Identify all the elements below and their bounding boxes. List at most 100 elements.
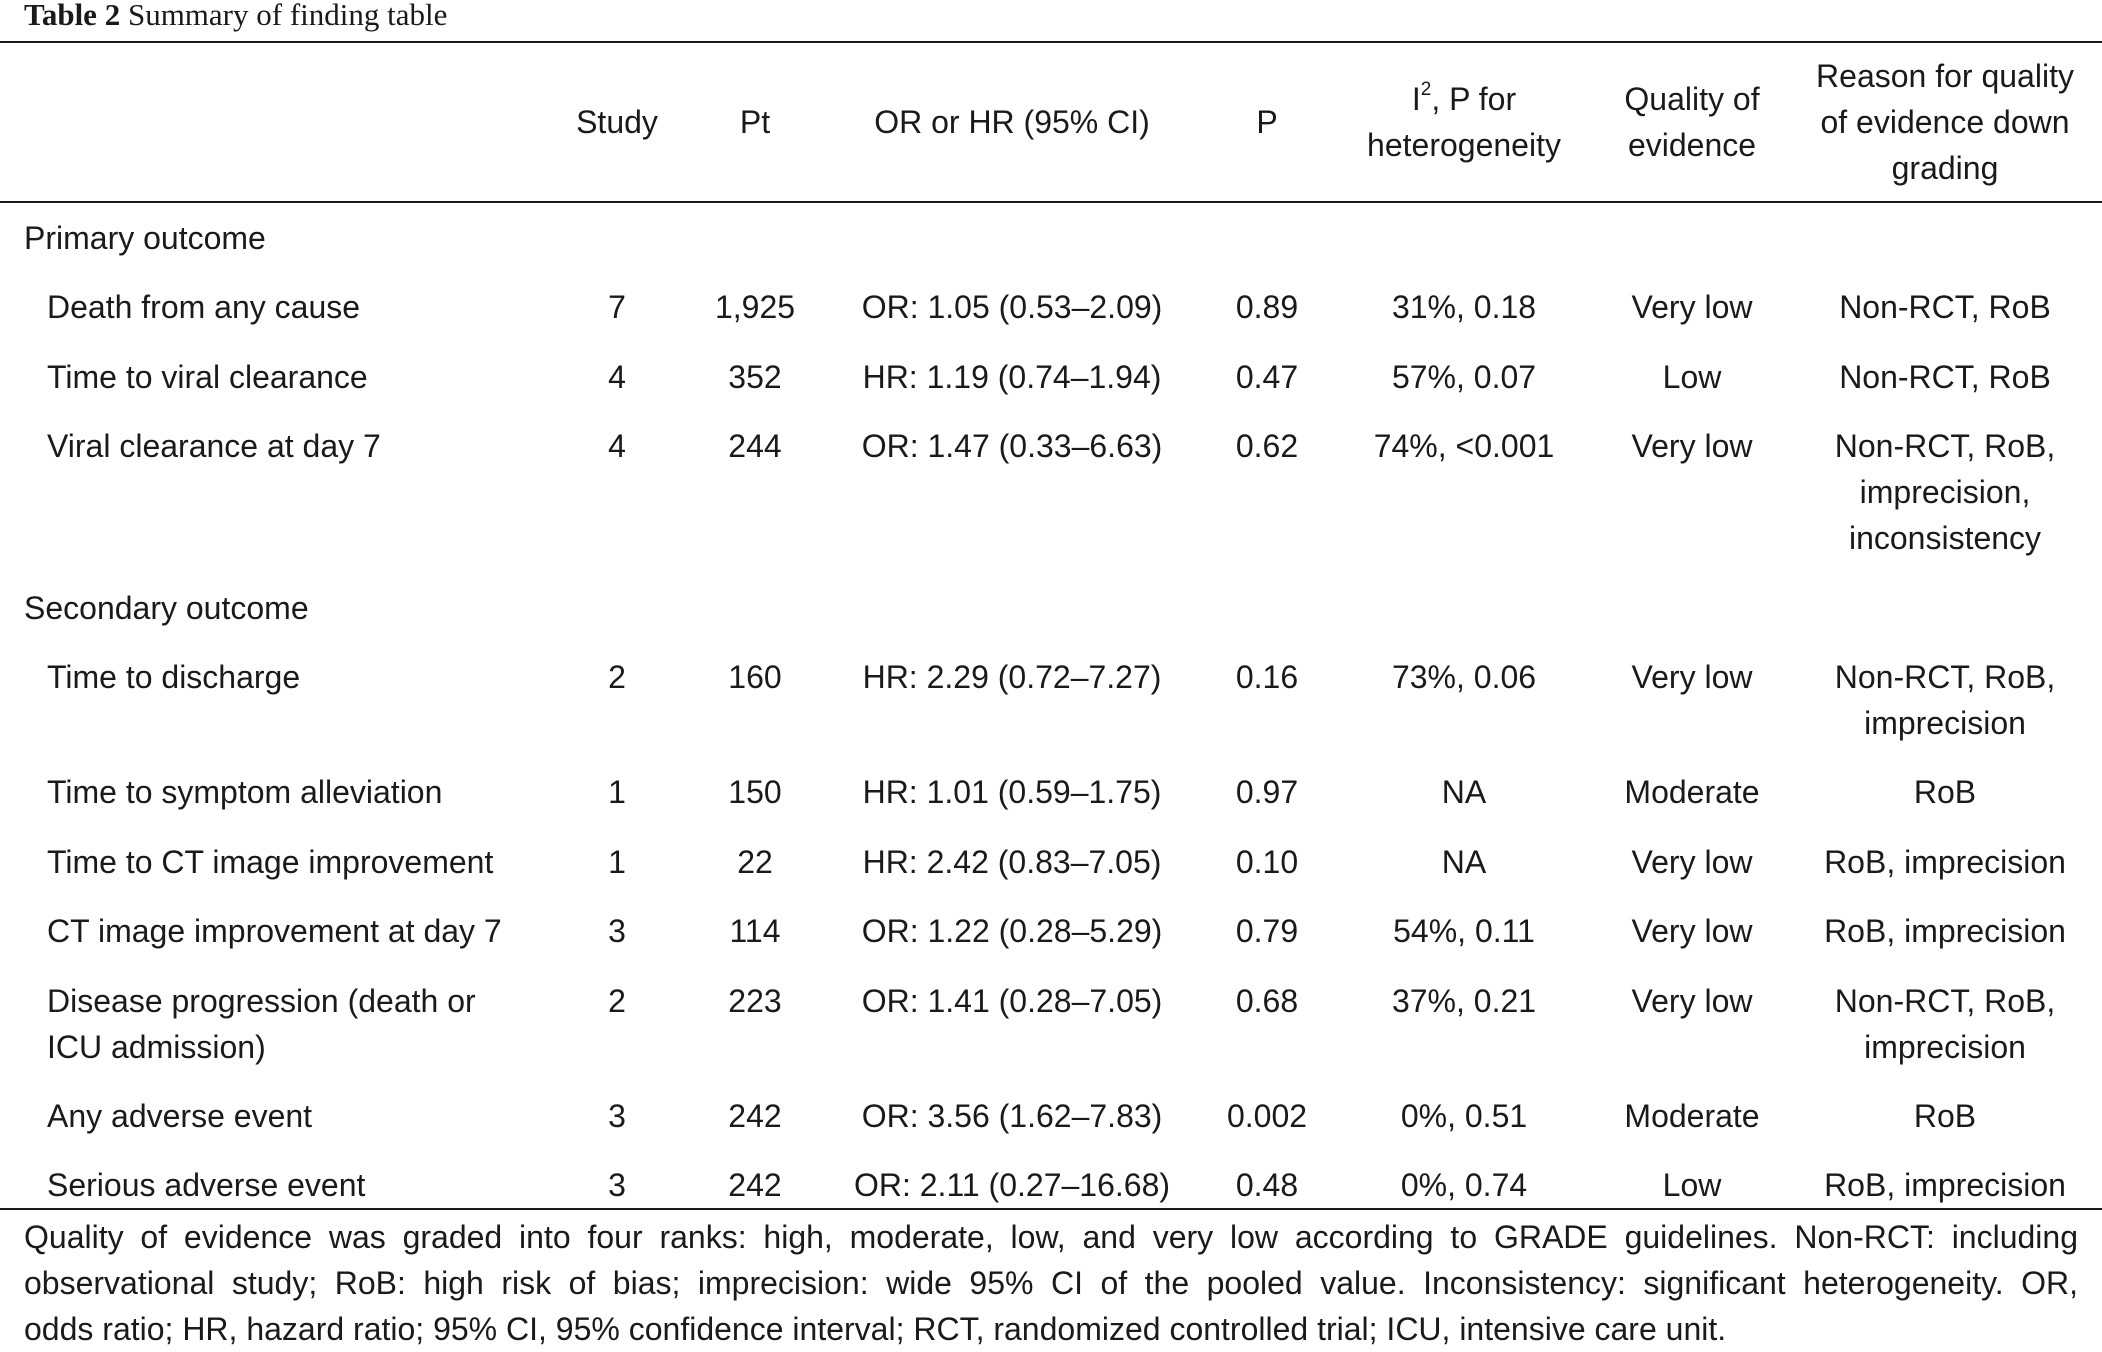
effect-estimate: HR: 2.29 (0.72–7.27) xyxy=(862,659,1162,695)
downgrade-reason: imprecision xyxy=(1864,705,2026,741)
p-value: 0.47 xyxy=(1235,358,1299,395)
header-reason-line3: grading xyxy=(1891,150,1999,186)
patient-count: 244 xyxy=(728,428,782,465)
p-value: 0.002 xyxy=(1226,1098,1308,1134)
study-count: 1 xyxy=(608,843,626,880)
quality-of-evidence: Moderate xyxy=(1624,774,1760,811)
patient-count: 223 xyxy=(728,982,782,1019)
downgrade-reason: Non-RCT, RoB, xyxy=(1834,428,2056,465)
header-p: P xyxy=(1256,104,1278,140)
study-count: 3 xyxy=(608,913,626,950)
downgrade-reason: imprecision, xyxy=(1859,474,2031,511)
heterogeneity: 37%, 0.21 xyxy=(1391,982,1537,1019)
heterogeneity: NA xyxy=(1441,774,1487,811)
effect-estimate: OR: 1.47 (0.33–6.63) xyxy=(861,428,1163,465)
quality-of-evidence: Low xyxy=(1662,1167,1722,1204)
header-pt: Pt xyxy=(739,104,771,140)
downgrade-reason: imprecision xyxy=(1864,1028,2026,1065)
heterogeneity: 54%, 0.11 xyxy=(1393,913,1535,950)
patient-count: 1,925 xyxy=(714,289,796,326)
study-count: 2 xyxy=(608,982,626,1019)
section-title: Secondary outcome xyxy=(24,589,309,626)
header-study: Study xyxy=(576,104,658,140)
downgrade-reason: Non-RCT, RoB, xyxy=(1834,982,2056,1019)
downgrade-reason: Non-RCT, RoB xyxy=(1839,289,2051,326)
header-i2-rest: , P for xyxy=(1431,81,1517,117)
quality-of-evidence: Very low xyxy=(1631,982,1753,1019)
outcome-name: Time to viral clearance xyxy=(47,358,368,395)
study-count: 1 xyxy=(608,774,626,811)
footnote-line: Quality of evidence was graded into four… xyxy=(24,1219,2078,1255)
study-count: 3 xyxy=(608,1098,626,1134)
quality-of-evidence: Low xyxy=(1662,358,1722,395)
heterogeneity: 73%, 0.06 xyxy=(1391,659,1537,695)
outcome-name: Serious adverse event xyxy=(47,1167,366,1204)
p-value: 0.48 xyxy=(1235,1167,1299,1204)
study-count: 4 xyxy=(608,428,626,465)
outcome-name: Any adverse event xyxy=(47,1098,313,1134)
footnote-line: odds ratio; HR, hazard ratio; 95% CI, 95… xyxy=(24,1311,1727,1347)
outcome-name: Disease progression (death or xyxy=(47,982,476,1019)
effect-estimate: HR: 2.42 (0.83–7.05) xyxy=(862,843,1162,880)
quality-of-evidence: Very low xyxy=(1631,913,1753,950)
header-or-hr: OR or HR (95% CI) xyxy=(874,104,1150,140)
heterogeneity: 0%, 0.51 xyxy=(1400,1098,1528,1134)
header-quality-line1: Quality of xyxy=(1624,81,1760,117)
downgrade-reason: RoB, imprecision xyxy=(1824,913,2066,950)
quality-of-evidence: Very low xyxy=(1631,289,1753,326)
outcome-name: Time to discharge xyxy=(47,659,301,695)
quality-of-evidence: Very low xyxy=(1631,843,1753,880)
quality-of-evidence: Very low xyxy=(1631,428,1753,465)
heterogeneity: 31%, 0.18 xyxy=(1391,289,1537,326)
header-reason: Reason for quality of evidence down grad… xyxy=(1816,53,2074,191)
study-count: 4 xyxy=(608,358,626,395)
quality-of-evidence: Very low xyxy=(1631,659,1753,695)
top-rule xyxy=(0,41,2102,43)
effect-estimate: HR: 1.01 (0.59–1.75) xyxy=(862,774,1162,811)
p-value: 0.62 xyxy=(1235,428,1299,465)
header-heterogeneity: I2, P for heterogeneity xyxy=(1367,76,1561,168)
header-i2-sup: 2 xyxy=(1420,79,1432,100)
outcome-name: Death from any cause xyxy=(47,289,361,326)
table-caption: Table 2 Summary of finding table xyxy=(24,0,447,34)
outcome-name: CT image improvement at day 7 xyxy=(47,913,502,950)
effect-estimate: OR: 1.05 (0.53–2.09) xyxy=(861,289,1163,326)
patient-count: 242 xyxy=(728,1098,782,1134)
table-label: Table 2 xyxy=(24,0,121,32)
footnote-line: observational study; RoB: high risk of b… xyxy=(24,1265,2078,1301)
downgrade-reason: RoB, imprecision xyxy=(1824,843,2066,880)
header-i2-line2: heterogeneity xyxy=(1367,127,1561,163)
quality-of-evidence: Moderate xyxy=(1624,1098,1760,1134)
effect-estimate: OR: 2.11 (0.27–16.68) xyxy=(853,1167,1171,1204)
p-value: 0.10 xyxy=(1235,843,1299,880)
effect-estimate: OR: 1.22 (0.28–5.29) xyxy=(861,913,1163,950)
p-value: 0.97 xyxy=(1235,774,1299,811)
outcome-name: Time to symptom alleviation xyxy=(47,774,443,811)
p-value: 0.16 xyxy=(1235,659,1299,695)
table-footnote: Quality of evidence was graded into four… xyxy=(24,1214,2078,1352)
effect-estimate: OR: 3.56 (1.62–7.83) xyxy=(861,1098,1163,1134)
study-count: 7 xyxy=(608,289,626,326)
heterogeneity: 74%, <0.001 xyxy=(1373,428,1555,465)
heterogeneity: NA xyxy=(1441,843,1487,880)
effect-estimate: HR: 1.19 (0.74–1.94) xyxy=(862,358,1162,395)
downgrade-reason: RoB xyxy=(1913,1098,1977,1134)
header-reason-line2: of evidence down xyxy=(1820,104,2070,140)
downgrade-reason: RoB, imprecision xyxy=(1824,1167,2066,1204)
p-value: 0.79 xyxy=(1235,913,1299,950)
patient-count: 160 xyxy=(728,659,782,695)
patient-count: 242 xyxy=(728,1167,782,1204)
header-rule xyxy=(0,201,2102,203)
study-count: 2 xyxy=(608,659,626,695)
patient-count: 352 xyxy=(728,358,782,395)
downgrade-reason: Non-RCT, RoB, xyxy=(1834,659,2056,695)
effect-estimate: OR: 1.41 (0.28–7.05) xyxy=(861,982,1163,1019)
header-quality-line2: evidence xyxy=(1627,127,1757,163)
p-value: 0.68 xyxy=(1235,982,1299,1019)
downgrade-reason: RoB xyxy=(1913,774,1977,811)
outcome-name: Time to CT image improvement xyxy=(47,843,494,880)
outcome-name: ICU admission) xyxy=(47,1028,266,1065)
header-i2-base: I xyxy=(1411,81,1421,117)
heterogeneity: 0%, 0.74 xyxy=(1400,1167,1528,1204)
p-value: 0.89 xyxy=(1235,289,1299,326)
